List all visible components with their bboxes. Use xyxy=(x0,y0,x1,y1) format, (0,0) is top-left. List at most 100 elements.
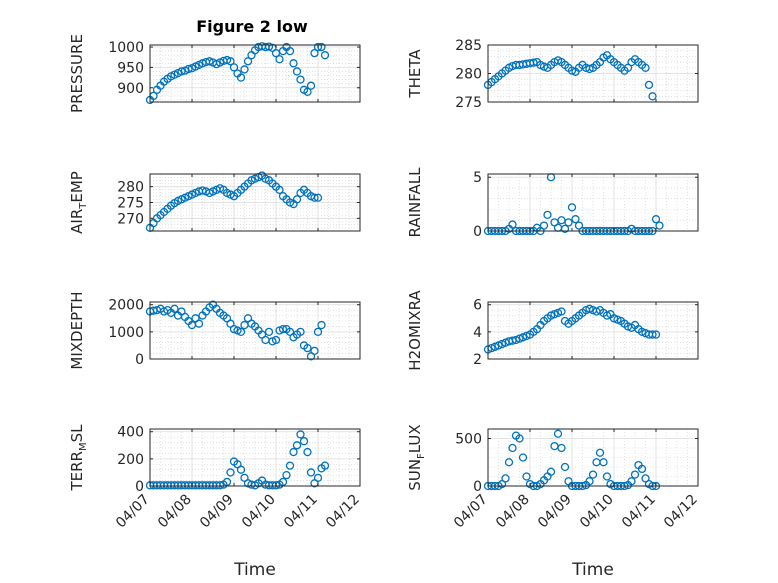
data-point xyxy=(292,441,302,450)
y-tick-label: 275 xyxy=(117,196,144,212)
axes-box xyxy=(149,44,361,103)
data-point xyxy=(236,73,246,82)
data-point xyxy=(306,468,316,477)
data-point xyxy=(637,464,647,474)
data-point xyxy=(651,215,661,224)
data-point xyxy=(264,327,274,337)
data-point xyxy=(567,203,577,212)
x-tick-label: 04/10 xyxy=(239,492,279,532)
y-tick-label: 2 xyxy=(473,352,482,368)
panel-h2omixra: 2 4 6 H2OMIXRA xyxy=(406,290,699,371)
data-point xyxy=(313,327,323,337)
data-point xyxy=(236,327,246,337)
data-point xyxy=(648,92,657,101)
data-point xyxy=(226,468,235,477)
data-point xyxy=(222,477,232,487)
data-point xyxy=(543,210,552,220)
axes-box xyxy=(487,173,699,232)
data-point xyxy=(630,470,640,479)
x-tick-label: 04/11 xyxy=(619,492,659,532)
y-axis-label-subscript: F xyxy=(416,453,427,459)
y-axis-label: THETA xyxy=(406,49,424,99)
data-point xyxy=(296,75,305,84)
y-axis-label: MIXDEPTH xyxy=(68,291,86,369)
y-axis-label-part: PRESSURE xyxy=(68,34,86,113)
data-point xyxy=(240,65,249,74)
data-point xyxy=(198,186,207,195)
data-point xyxy=(522,472,531,481)
data-point xyxy=(539,221,549,230)
y-tick-label: 200 xyxy=(117,452,144,468)
data-point xyxy=(296,327,305,337)
y-axis-label: AIRTEMP xyxy=(68,171,89,234)
x-tick-label: 04/08 xyxy=(493,492,533,532)
panel-mixdepth: 0 1000 2000 MIXDEPTH xyxy=(68,291,361,370)
y-axis-label-subscript: M xyxy=(78,442,89,451)
data-point xyxy=(644,80,654,90)
data-point xyxy=(170,304,179,313)
data-point xyxy=(184,64,193,74)
data-point xyxy=(303,343,312,353)
y-tick-label: 0 xyxy=(473,479,482,495)
data-point xyxy=(627,477,636,486)
data-point xyxy=(299,437,309,446)
data-point xyxy=(215,481,225,490)
data-point xyxy=(236,465,246,474)
y-tick-label: 1000 xyxy=(108,325,144,341)
y-tick-label: 0 xyxy=(473,224,482,240)
data-point xyxy=(275,185,284,194)
data-point xyxy=(310,48,319,58)
data-point xyxy=(313,42,323,52)
y-tick-label: 0 xyxy=(135,352,144,368)
data-point xyxy=(641,63,650,72)
data-point xyxy=(546,467,556,476)
panel-pressure: 900 950 1000 PRESSURE xyxy=(68,34,361,113)
panel-rainfall: 0 5 RAINFALL xyxy=(406,167,699,240)
data-point xyxy=(585,477,594,486)
axes-box xyxy=(149,301,361,360)
data-point xyxy=(306,81,316,90)
panel-sun_flux: 0 500 04/07 04/08 04/09 04/10 04/11 04/12 Time SU… xyxy=(406,424,701,580)
y-tick-label: 280 xyxy=(455,67,482,83)
data-point xyxy=(320,51,330,60)
data-point xyxy=(585,64,594,74)
data-point xyxy=(264,42,274,51)
y-tick-label: 2000 xyxy=(108,298,144,314)
data-point xyxy=(595,448,605,457)
y-axis-label-part: RAINFALL xyxy=(406,167,424,238)
y-tick-label: 0 xyxy=(135,479,144,495)
data-point xyxy=(278,324,288,334)
chart-title: Figure 2 low xyxy=(196,17,308,36)
data-point xyxy=(292,195,302,204)
y-axis-label-part: LUX xyxy=(406,424,424,453)
data-point xyxy=(289,447,298,457)
data-point xyxy=(282,470,291,480)
data-point xyxy=(529,58,538,67)
data-point xyxy=(275,55,284,64)
data-point xyxy=(602,472,612,481)
data-point xyxy=(317,320,326,330)
data-point xyxy=(271,481,281,490)
y-axis-label: SUNFLUX xyxy=(406,424,427,490)
x-tick-label: 04/09 xyxy=(197,492,237,532)
data-point xyxy=(310,346,319,356)
data-point xyxy=(501,474,510,483)
y-tick-label: 6 xyxy=(473,298,482,314)
axes-box xyxy=(487,301,699,360)
y-tick-label: 900 xyxy=(117,81,144,97)
data-point xyxy=(271,335,281,345)
data-point xyxy=(518,453,528,462)
data-point xyxy=(655,221,664,230)
axes-box xyxy=(149,428,361,487)
y-axis-label-part: TERR xyxy=(68,451,86,492)
y-axis-label-part: H2OMIXRA xyxy=(406,290,424,371)
panel-theta: 275 280 285 THETA xyxy=(406,38,699,111)
data-point xyxy=(508,443,517,453)
y-axis-label-part: SUN xyxy=(406,459,424,491)
data-point xyxy=(229,63,239,72)
y-tick-label: 275 xyxy=(455,95,482,111)
data-point xyxy=(504,458,514,467)
y-axis-label-part: AIR xyxy=(68,209,86,234)
